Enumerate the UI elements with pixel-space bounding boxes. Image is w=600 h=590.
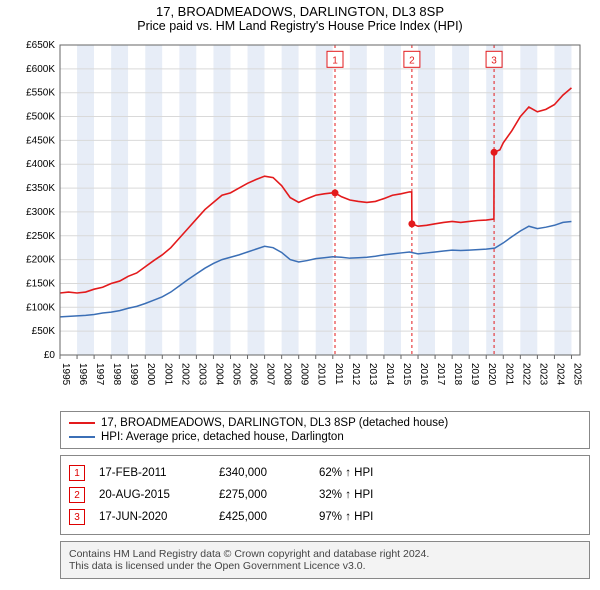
- sale-badge-icon: 3: [69, 509, 85, 525]
- svg-text:1997: 1997: [94, 363, 105, 386]
- svg-text:1998: 1998: [111, 363, 122, 386]
- svg-text:£600K: £600K: [26, 64, 55, 75]
- svg-text:2009: 2009: [299, 363, 310, 386]
- sale-price: £425,000: [219, 511, 319, 523]
- svg-text:2003: 2003: [196, 363, 207, 386]
- legend-label-property: 17, BROADMEADOWS, DARLINGTON, DL3 8SP (d…: [101, 417, 448, 429]
- svg-text:2005: 2005: [230, 363, 241, 386]
- svg-text:£400K: £400K: [26, 159, 55, 170]
- svg-text:2004: 2004: [213, 363, 224, 386]
- svg-text:£50K: £50K: [32, 326, 56, 337]
- svg-text:2006: 2006: [248, 363, 259, 386]
- svg-text:£100K: £100K: [26, 302, 55, 313]
- svg-text:2025: 2025: [571, 363, 582, 386]
- svg-text:3: 3: [491, 55, 497, 66]
- legend-swatch-hpi: [69, 436, 95, 438]
- chart-subtitle: Price paid vs. HM Land Registry's House …: [0, 19, 600, 33]
- svg-text:2014: 2014: [384, 363, 395, 386]
- svg-text:2000: 2000: [145, 363, 156, 386]
- svg-text:2022: 2022: [520, 363, 531, 386]
- svg-text:£150K: £150K: [26, 278, 55, 289]
- sale-hpi: 97% ↑ HPI: [319, 511, 373, 523]
- sale-price: £275,000: [219, 489, 319, 501]
- sale-date: 17-JUN-2020: [99, 511, 219, 523]
- sale-date: 20-AUG-2015: [99, 489, 219, 501]
- sales-row: 2 20-AUG-2015 £275,000 32% ↑ HPI: [69, 484, 581, 506]
- svg-text:2015: 2015: [401, 363, 412, 386]
- svg-text:1995: 1995: [60, 363, 71, 386]
- svg-text:£0: £0: [44, 350, 56, 361]
- sale-badge-icon: 2: [69, 487, 85, 503]
- svg-text:£300K: £300K: [26, 207, 55, 218]
- legend-row: 17, BROADMEADOWS, DARLINGTON, DL3 8SP (d…: [69, 416, 581, 430]
- sales-row: 1 17-FEB-2011 £340,000 62% ↑ HPI: [69, 462, 581, 484]
- legend-swatch-property: [69, 422, 95, 424]
- svg-text:£450K: £450K: [26, 135, 55, 146]
- svg-text:2: 2: [409, 55, 415, 66]
- svg-text:2011: 2011: [333, 363, 344, 385]
- svg-text:£550K: £550K: [26, 88, 55, 99]
- svg-text:1996: 1996: [77, 363, 88, 386]
- svg-text:2024: 2024: [554, 363, 565, 386]
- svg-text:2023: 2023: [537, 363, 548, 386]
- sale-badge-icon: 1: [69, 465, 85, 481]
- chart-container: 17, BROADMEADOWS, DARLINGTON, DL3 8SP Pr…: [0, 0, 600, 579]
- chart-plot-area: £0 £50K £100K £150K £200K £250K £300K £350K £400…: [0, 35, 600, 405]
- svg-text:2001: 2001: [162, 363, 173, 386]
- attribution-box: Contains HM Land Registry data © Crown c…: [60, 541, 590, 579]
- svg-text:2008: 2008: [282, 363, 293, 386]
- svg-text:2021: 2021: [503, 363, 514, 386]
- svg-text:2010: 2010: [316, 363, 327, 386]
- sale-hpi: 32% ↑ HPI: [319, 489, 373, 501]
- sales-table: 1 17-FEB-2011 £340,000 62% ↑ HPI 2 20-AU…: [60, 455, 590, 535]
- sale-date: 17-FEB-2011: [99, 467, 219, 479]
- chart-svg: £0 £50K £100K £150K £200K £250K £300K £350K £400…: [0, 35, 600, 405]
- sale-hpi: 62% ↑ HPI: [319, 467, 373, 479]
- svg-text:2019: 2019: [469, 363, 480, 386]
- svg-text:1: 1: [332, 55, 338, 66]
- svg-text:1999: 1999: [128, 363, 139, 386]
- svg-text:2007: 2007: [265, 363, 276, 386]
- attribution-line: This data is licensed under the Open Gov…: [69, 560, 581, 572]
- svg-text:2012: 2012: [350, 363, 361, 386]
- title-block: 17, BROADMEADOWS, DARLINGTON, DL3 8SP Pr…: [0, 0, 600, 35]
- sale-price: £340,000: [219, 467, 319, 479]
- svg-text:2017: 2017: [435, 363, 446, 386]
- legend-box: 17, BROADMEADOWS, DARLINGTON, DL3 8SP (d…: [60, 411, 590, 449]
- svg-text:2020: 2020: [486, 363, 497, 386]
- svg-text:£650K: £650K: [26, 40, 55, 51]
- svg-text:2002: 2002: [179, 363, 190, 386]
- sales-row: 3 17-JUN-2020 £425,000 97% ↑ HPI: [69, 506, 581, 528]
- svg-text:£500K: £500K: [26, 112, 55, 123]
- svg-text:2013: 2013: [367, 363, 378, 386]
- svg-text:£350K: £350K: [26, 183, 55, 194]
- legend-row: HPI: Average price, detached house, Darl…: [69, 430, 581, 444]
- attribution-line: Contains HM Land Registry data © Crown c…: [69, 548, 581, 560]
- svg-text:£200K: £200K: [26, 255, 55, 266]
- svg-text:2016: 2016: [418, 363, 429, 386]
- chart-title-address: 17, BROADMEADOWS, DARLINGTON, DL3 8SP: [0, 4, 600, 19]
- svg-text:2018: 2018: [452, 363, 463, 386]
- svg-text:£250K: £250K: [26, 231, 55, 242]
- legend-label-hpi: HPI: Average price, detached house, Darl…: [101, 431, 344, 443]
